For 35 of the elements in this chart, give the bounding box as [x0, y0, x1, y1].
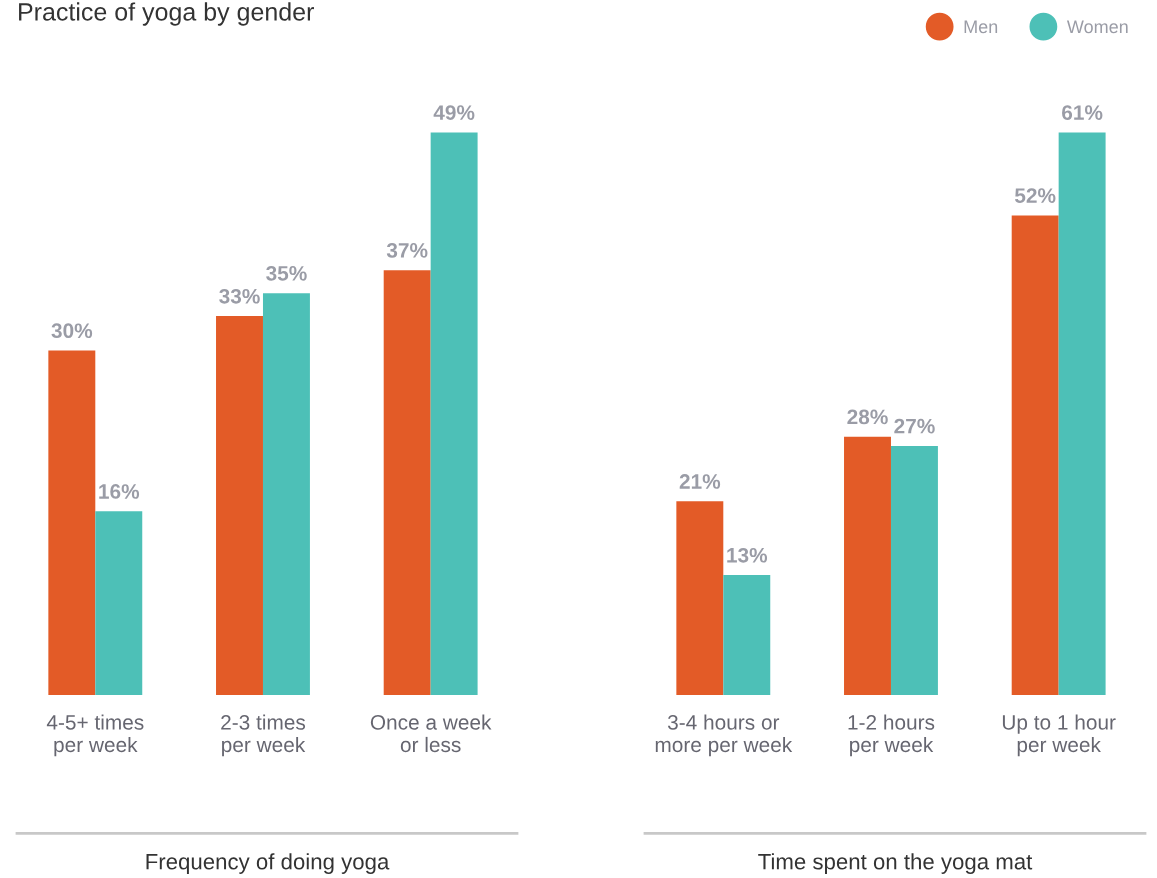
- data-label: 33%: [219, 288, 260, 304]
- bar: [723, 575, 771, 695]
- data-label: 27%: [894, 418, 935, 434]
- bar: [48, 350, 96, 695]
- bar: [430, 132, 478, 695]
- data-label: 16%: [99, 484, 140, 499]
- x-tick-label: 2-3 times per week: [221, 714, 306, 757]
- x-tick-label: 4-5+ times per week: [46, 714, 144, 757]
- x-tick-label: Once a week or less: [370, 714, 492, 753]
- bar: [95, 511, 143, 695]
- chart-title: Practice of yoga by gender: [19, 2, 314, 26]
- data-label: 49%: [433, 105, 475, 120]
- bar: [262, 293, 310, 695]
- bar: [844, 436, 891, 695]
- data-label: 28%: [847, 409, 888, 425]
- data-label: 61%: [1062, 105, 1103, 120]
- bar: [1058, 132, 1106, 695]
- legend-label: Women: [1066, 20, 1128, 34]
- x-axis-title: Frequency of doing yoga: [146, 853, 390, 874]
- bar: [890, 445, 938, 695]
- x-axis-title: Time spent on the yoga mat: [758, 853, 1033, 874]
- data-label: 35%: [266, 265, 307, 281]
- data-label: 30%: [51, 323, 93, 339]
- legend-label: Men: [964, 20, 998, 34]
- x-tick-label: 1-2 hours per week: [848, 714, 935, 757]
- bar: [1011, 215, 1059, 695]
- data-label: 52%: [1014, 188, 1056, 203]
- data-label: 21%: [679, 474, 721, 489]
- data-label: 13%: [727, 547, 768, 563]
- bar: [383, 270, 431, 695]
- x-tick-label: 3-4 hours or more per week: [655, 714, 793, 757]
- bar: [676, 501, 724, 695]
- x-tick-label: Up to 1 hour per week: [1002, 714, 1116, 757]
- data-label: 37%: [386, 242, 428, 258]
- bar: [216, 316, 263, 695]
